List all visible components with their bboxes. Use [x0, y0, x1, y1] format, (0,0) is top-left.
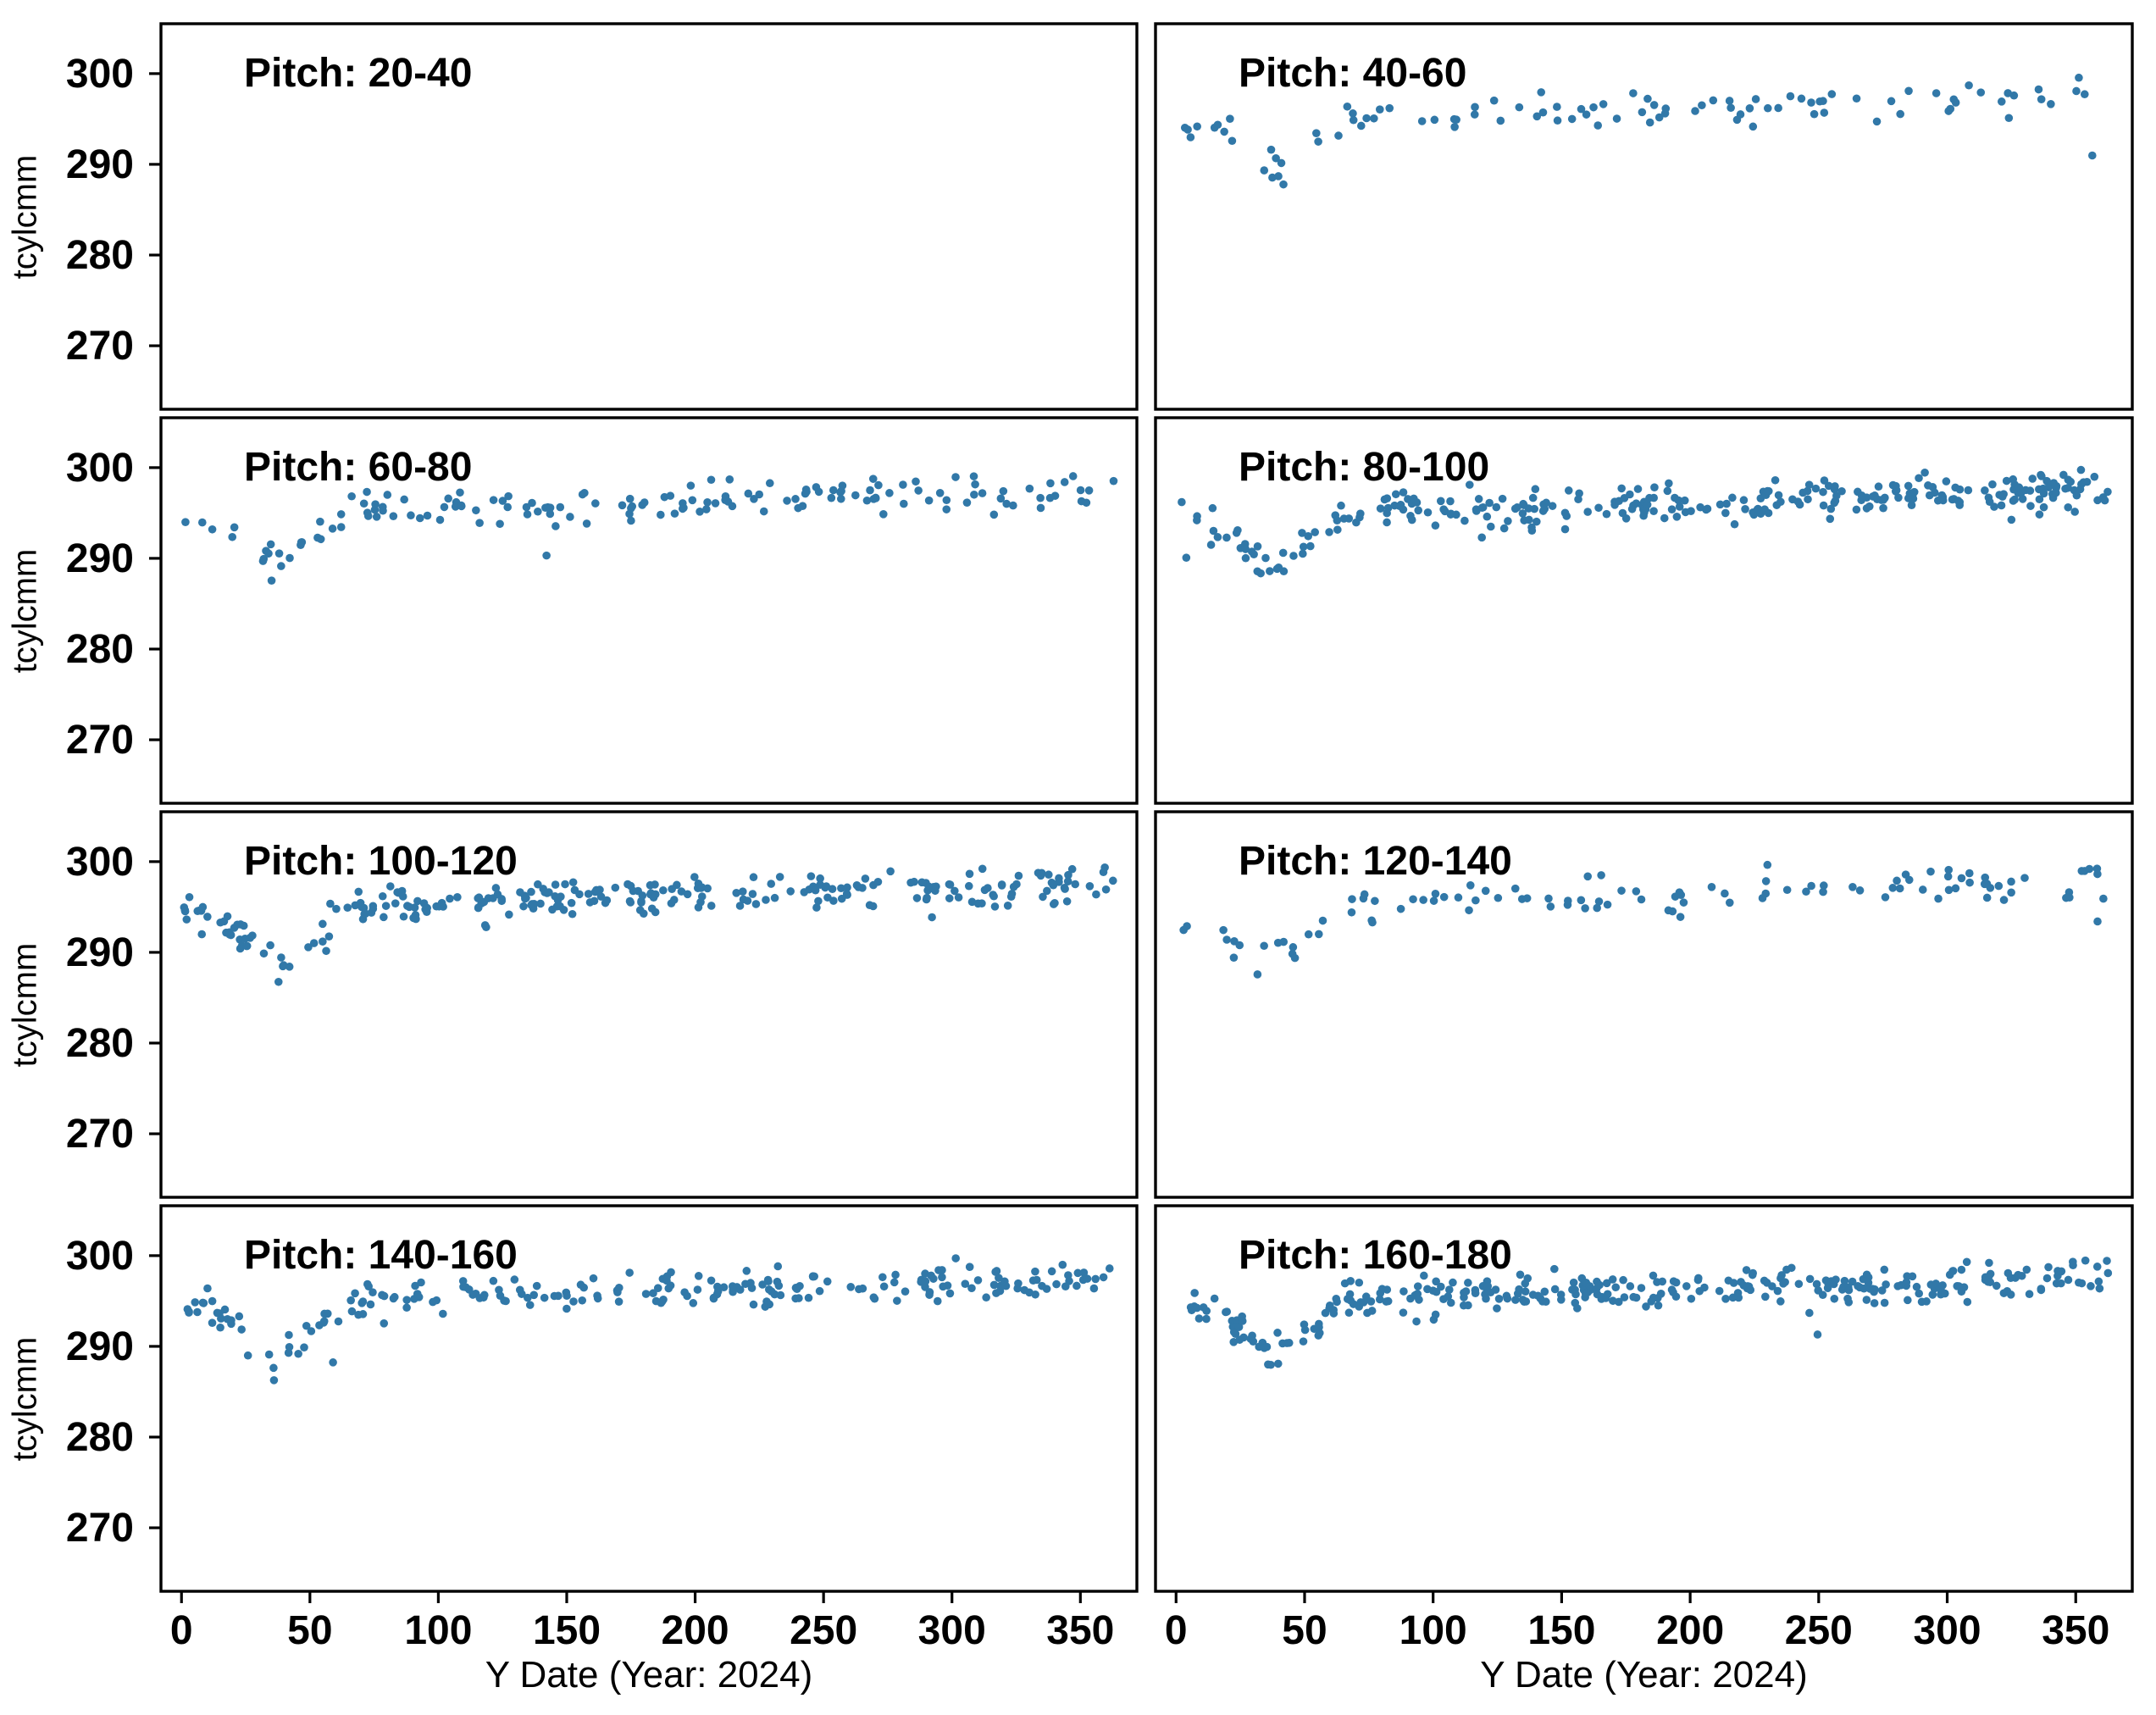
svg-text:200: 200: [1656, 1608, 1724, 1653]
svg-text:100: 100: [404, 1608, 472, 1653]
svg-text:350: 350: [1046, 1608, 1114, 1653]
svg-text:100: 100: [1399, 1608, 1467, 1653]
svg-text:Pitch: 160-180: Pitch: 160-180: [1239, 1233, 1512, 1278]
svg-text:Pitch: 40-60: Pitch: 40-60: [1239, 51, 1466, 96]
svg-text:Pitch: 20-40: Pitch: 20-40: [244, 51, 472, 96]
svg-text:350: 350: [2042, 1608, 2109, 1653]
svg-text:Pitch: 100-120: Pitch: 100-120: [244, 839, 518, 884]
svg-text:280: 280: [66, 233, 134, 278]
svg-text:270: 270: [66, 1112, 134, 1157]
svg-text:300: 300: [66, 1234, 134, 1279]
svg-text:Pitch: 80-100: Pitch: 80-100: [1239, 445, 1489, 490]
svg-text:280: 280: [66, 1021, 134, 1066]
svg-text:300: 300: [918, 1608, 986, 1653]
svg-text:290: 290: [66, 930, 134, 975]
svg-text:0: 0: [1165, 1608, 1188, 1653]
svg-text:150: 150: [1527, 1608, 1595, 1653]
svg-text:0: 0: [170, 1608, 193, 1653]
svg-text:300: 300: [66, 446, 134, 491]
svg-text:50: 50: [1282, 1608, 1327, 1653]
svg-text:290: 290: [66, 142, 134, 187]
svg-text:270: 270: [66, 1506, 134, 1551]
svg-text:300: 300: [1913, 1608, 1981, 1653]
svg-text:Pitch: 120-140: Pitch: 120-140: [1239, 839, 1512, 884]
svg-text:250: 250: [1785, 1608, 1853, 1653]
svg-text:300: 300: [66, 52, 134, 97]
svg-text:50: 50: [287, 1608, 332, 1653]
svg-text:200: 200: [662, 1608, 729, 1653]
svg-text:270: 270: [66, 324, 134, 369]
svg-text:270: 270: [66, 718, 134, 763]
svg-text:300: 300: [66, 840, 134, 885]
svg-text:280: 280: [66, 627, 134, 672]
svg-text:150: 150: [533, 1608, 601, 1653]
svg-text:280: 280: [66, 1415, 134, 1460]
svg-text:290: 290: [66, 1324, 134, 1369]
svg-text:290: 290: [66, 536, 134, 581]
svg-text:Pitch: 60-80: Pitch: 60-80: [244, 445, 472, 490]
svg-text:Pitch: 140-160: Pitch: 140-160: [244, 1233, 518, 1278]
svg-text:250: 250: [790, 1608, 857, 1653]
